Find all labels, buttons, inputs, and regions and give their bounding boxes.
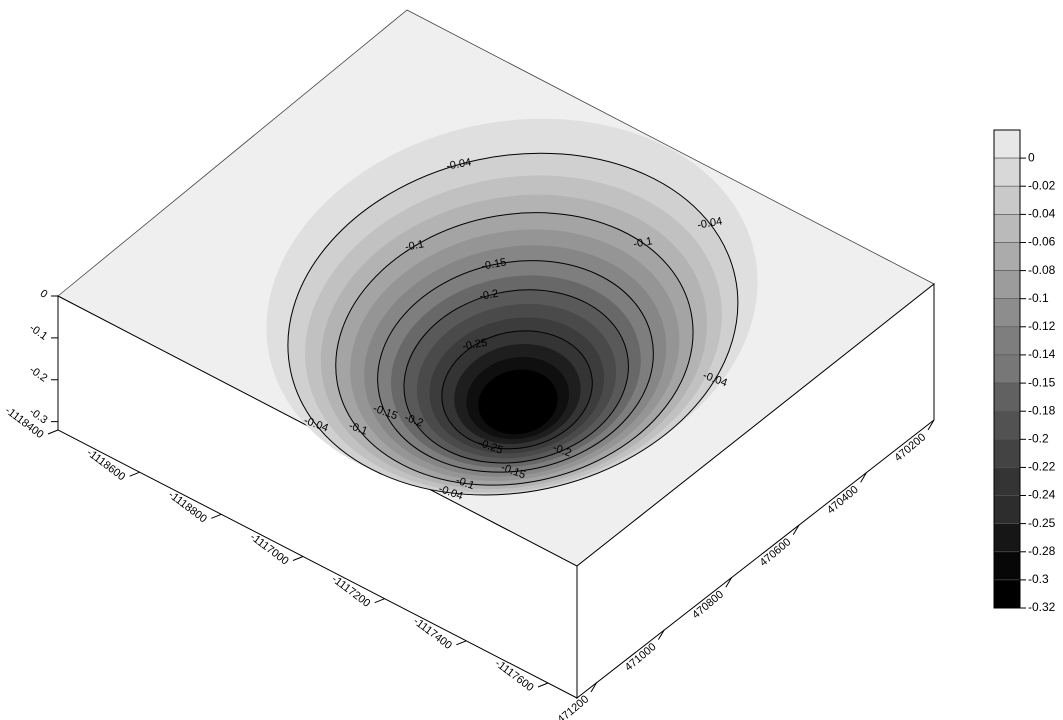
contour-label: -0.2: [479, 288, 500, 303]
y-axis-tick-mark: [927, 419, 935, 431]
x-axis-tick-mark: [292, 556, 304, 561]
contour-line: [335, 212, 694, 486]
x-axis-tick-mark: [456, 640, 467, 646]
contour-line: [403, 289, 629, 464]
y-axis-tick-mark: [657, 629, 665, 640]
x-axis-tick-mark: [47, 429, 59, 435]
contour-line: [441, 330, 593, 450]
colorbar-swatch: [993, 467, 1021, 496]
x-axis-tick-mark: [374, 598, 385, 604]
z-axis: 0-0.1-0.2-0.3: [27, 287, 58, 426]
colorbar-swatch: [993, 382, 1021, 412]
colorbar-label: -0.02: [1028, 178, 1056, 192]
colorbar-label: -0.32: [1028, 600, 1056, 614]
x-axis-tick-mark: [129, 471, 140, 477]
z-axis-tick-label: -0.2: [27, 364, 49, 385]
colorbar-swatch: [993, 354, 1021, 384]
colorbar-swatch: [993, 579, 1021, 609]
contour-label: -0.1: [633, 235, 654, 250]
colorbar-swatch: [993, 495, 1021, 524]
y-axis-tick-label: 471200: [555, 693, 591, 720]
colorbar-swatch: [993, 242, 1021, 271]
colorbar-label: -0.25: [1028, 516, 1056, 530]
colorbar-swatch: [993, 298, 1021, 328]
contour-line: [377, 260, 654, 473]
y-axis-tick-mark: [792, 524, 800, 536]
x-axis-tick-mark: [211, 513, 222, 519]
colorbar-swatch: [993, 157, 1021, 187]
contour-line: [287, 152, 739, 496]
colorbar-label: -0.3: [1028, 572, 1049, 586]
y-axis-tick-mark: [590, 681, 598, 693]
colorbar-swatch: [993, 270, 1021, 300]
contour-label: -0.25: [461, 337, 488, 353]
y-axis-tick-mark: [725, 576, 733, 588]
colorbar-label: -0.06: [1028, 235, 1056, 249]
filled-level-band: [478, 369, 558, 435]
colorbar-swatch: [993, 523, 1021, 552]
contour-label: -0.15: [480, 257, 507, 273]
colorbar-label: -0.15: [1028, 375, 1056, 389]
z-axis-tick-label: -0.1: [27, 322, 49, 343]
contour-label: -0.04: [445, 156, 472, 172]
colorbar-swatch: [993, 438, 1021, 468]
depression-contours: [266, 118, 758, 496]
colorbar-swatch: [993, 129, 1021, 159]
colorbar-label: -0.1: [1028, 291, 1049, 305]
colorbar-label: 0: [1028, 150, 1035, 164]
colorbar-swatch: [993, 185, 1021, 215]
colorbar-label: -0.28: [1028, 544, 1056, 558]
colorbar-swatch: [993, 214, 1021, 243]
colorbar-label: -0.04: [1028, 207, 1056, 221]
colorbar-label: -0.22: [1028, 460, 1056, 474]
y-axis-tick-mark: [860, 472, 868, 483]
colorbar-label: -0.08: [1028, 263, 1056, 277]
colorbar-label: -0.14: [1028, 347, 1056, 361]
colorbar-label: -0.2: [1028, 431, 1049, 445]
colorbar-swatch: [993, 551, 1021, 581]
colorbar-swatch: [993, 410, 1021, 440]
colorbar-frame: [993, 129, 1021, 609]
x-axis-tick-mark: [537, 682, 549, 688]
colorbar-label: -0.18: [1028, 403, 1056, 417]
z-axis-tick-label: 0: [38, 287, 50, 300]
colorbar-label: -0.12: [1028, 319, 1056, 333]
contour-label: -0.1: [404, 238, 425, 253]
colorbar-swatch: [993, 326, 1021, 356]
contour-label: -0.04: [696, 215, 723, 231]
colorbar-label: -0.24: [1028, 488, 1056, 502]
colorbar: 0 -0.02 -0.04 -0.06 -0.08 -0.1 -0.12 -0.14 -0.15…: [993, 129, 1056, 614]
